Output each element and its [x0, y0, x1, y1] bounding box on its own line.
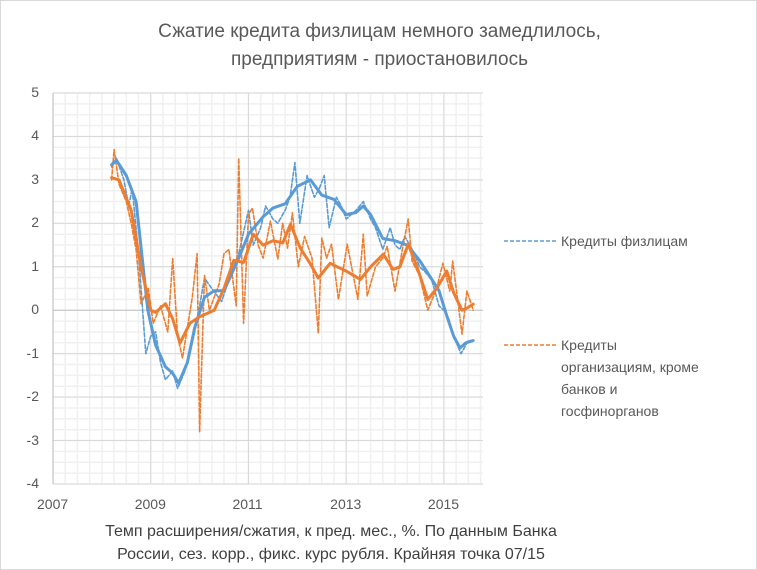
y-tick-label: 0	[31, 301, 39, 318]
y-tick-label: -4	[26, 475, 39, 491]
x-tick-label: 2015	[427, 496, 460, 512]
y-tick-label: -3	[26, 431, 39, 448]
chart-title-line-1: Сжатие кредита физлицам немного замедлил…	[158, 21, 601, 42]
x-tick-label: 2007	[37, 496, 69, 512]
legend-corporate-line-4: госфинорганов	[561, 403, 659, 419]
caption-line-1: Темп расширения/сжатия, к пред. мес., %.…	[105, 523, 557, 540]
y-tick-label: -2	[26, 388, 39, 405]
y-tick-label: -1	[26, 344, 39, 361]
x-tick-label: 2011	[232, 496, 263, 512]
legend-corporate-line-1: Кредиты	[561, 337, 617, 353]
y-tick-label: 4	[31, 127, 39, 144]
chart-title-line-2: предприятиям - приостановилось	[230, 49, 529, 70]
y-tick-label: 5	[31, 84, 39, 100]
series-line-trend-corporate	[110, 176, 475, 345]
y-tick-label: 3	[31, 170, 39, 187]
legend-corporate-line-2: организациям, кроме	[561, 359, 699, 375]
caption-line-2: России, сез. корр., фикс. курс рубля. Кр…	[117, 546, 545, 563]
y-tick-label: 1	[31, 257, 39, 274]
legend-individuals-label: Кредиты физлицам	[561, 233, 688, 249]
series-line-dashed-corporate	[110, 148, 475, 433]
legend-corporate-line-3: банков и	[561, 381, 618, 397]
y-tick-label: 2	[31, 214, 39, 231]
x-tick-label: 2013	[330, 496, 362, 512]
legend-corporate-label: Кредиты организациям, кроме банков и гос…	[561, 334, 699, 422]
series-line-trend-individuals	[110, 158, 475, 385]
x-tick-label: 2009	[134, 496, 166, 512]
